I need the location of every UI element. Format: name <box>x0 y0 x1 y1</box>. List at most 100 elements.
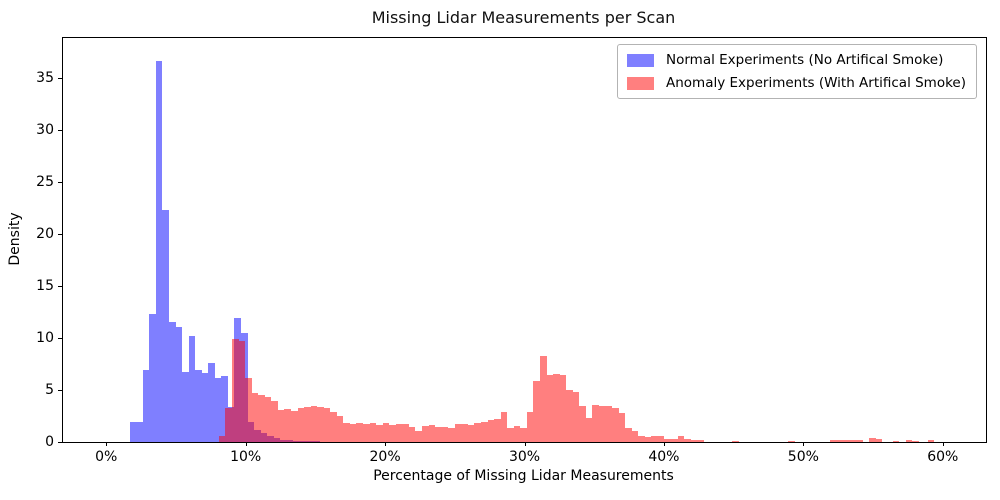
normal-histogram-bar <box>169 322 176 442</box>
anomaly-histogram-bar <box>245 378 252 442</box>
chart-title: Missing Lidar Measurements per Scan <box>371 8 676 27</box>
x-tick-mark <box>245 442 247 446</box>
x-tick-mark <box>942 442 944 446</box>
legend-swatch-anomaly <box>627 76 654 90</box>
normal-histogram-bar <box>195 370 202 442</box>
anomaly-histogram-bar <box>850 440 856 442</box>
anomaly-histogram-bar <box>664 439 671 442</box>
legend-label-normal: Normal Experiments (No Artifical Smoke) <box>666 52 944 68</box>
normal-histogram-bar <box>162 209 169 442</box>
anomaly-histogram-bar <box>284 408 291 442</box>
anomaly-histogram-bar <box>625 428 632 442</box>
anomaly-histogram-bar <box>697 440 704 442</box>
anomaly-histogram-bar <box>376 425 383 442</box>
anomaly-histogram-bar <box>553 374 560 442</box>
normal-histogram-bar <box>130 422 136 442</box>
bars-layer <box>63 38 986 442</box>
anomaly-histogram-bar <box>658 436 664 442</box>
normal-histogram-bar <box>176 327 182 442</box>
anomaly-histogram-bar <box>258 395 265 442</box>
anomaly-histogram-bar <box>370 423 376 442</box>
anomaly-histogram-bar <box>533 380 540 442</box>
anomaly-histogram-bar <box>869 438 876 442</box>
anomaly-histogram-bar <box>856 440 863 442</box>
x-tick-mark <box>106 442 108 446</box>
anomaly-histogram-bar <box>893 440 899 442</box>
anomaly-histogram-bar <box>645 436 651 442</box>
normal-histogram-bar <box>221 376 228 442</box>
y-tick-label: 35 <box>36 69 54 86</box>
anomaly-histogram-bar <box>788 440 795 442</box>
anomaly-histogram-bar <box>330 411 337 442</box>
x-tick-label: 10% <box>230 449 262 465</box>
anomaly-histogram-bar <box>468 425 474 442</box>
anomaly-histogram-bar <box>928 439 934 442</box>
anomaly-histogram-bar <box>651 436 658 442</box>
anomaly-histogram-bar <box>912 440 919 442</box>
x-tick-label: 0% <box>95 449 118 465</box>
anomaly-histogram-bar <box>383 422 389 442</box>
anomaly-histogram-bar <box>232 338 239 442</box>
anomaly-histogram-bar <box>732 440 739 442</box>
x-tick-mark <box>524 442 526 446</box>
anomaly-histogram-bar <box>429 425 435 442</box>
anomaly-histogram-bar <box>317 406 324 442</box>
x-tick-label: 40% <box>648 449 680 465</box>
x-tick-mark <box>385 442 387 446</box>
anomaly-histogram-bar <box>455 424 461 442</box>
normal-histogram-bar <box>202 373 208 442</box>
y-tick-mark <box>58 77 62 79</box>
anomaly-histogram-bar <box>409 426 415 442</box>
anomaly-histogram-bar <box>337 415 343 442</box>
legend-item-anomaly: Anomaly Experiments (With Artifical Smok… <box>627 75 966 91</box>
anomaly-histogram-bar <box>612 407 619 442</box>
anomaly-histogram-bar <box>356 423 363 442</box>
legend-item-normal: Normal Experiments (No Artifical Smoke) <box>627 52 966 68</box>
normal-histogram-bar <box>143 370 149 442</box>
anomaly-histogram-bar <box>239 341 245 442</box>
normal-histogram-bar <box>215 378 221 442</box>
y-tick-mark <box>58 389 62 391</box>
anomaly-histogram-bar <box>638 435 645 442</box>
anomaly-histogram-bar <box>311 405 317 442</box>
anomaly-histogram-bar <box>579 405 586 442</box>
plot-area: 0% 10% 20% 30% 40% 50% 60% 0 5 10 15 20 25 30 35 Norma… <box>36 37 987 465</box>
anomaly-histogram-bar <box>448 427 455 442</box>
x-tick-label: 60% <box>927 449 959 465</box>
anomaly-histogram-bar <box>219 435 225 442</box>
anomaly-histogram-bar <box>566 389 573 442</box>
y-tick-mark <box>58 442 62 443</box>
anomaly-histogram-bar <box>540 355 547 442</box>
x-tick-mark <box>803 442 805 446</box>
normal-histogram-bar <box>156 60 162 442</box>
anomaly-histogram-bar <box>671 438 678 442</box>
anomaly-histogram-bar <box>324 407 330 442</box>
anomaly-histogram-bar <box>304 406 311 442</box>
anomaly-histogram-bar <box>474 423 481 442</box>
anomaly-histogram-bar <box>435 426 442 442</box>
normal-histogram-bar <box>136 422 143 442</box>
y-tick-mark <box>58 129 62 131</box>
anomaly-histogram-bar <box>547 375 553 442</box>
y-tick-mark <box>58 337 62 339</box>
anomaly-histogram-bar <box>836 440 843 442</box>
anomaly-histogram-bar <box>520 428 527 442</box>
y-tick-mark <box>58 181 62 183</box>
anomaly-histogram-bar <box>363 423 370 442</box>
anomaly-histogram-bar <box>678 436 684 442</box>
anomaly-histogram-bar <box>298 407 304 442</box>
y-tick-label: 25 <box>36 173 54 190</box>
anomaly-histogram-bar <box>599 405 606 442</box>
y-axis-label: Density <box>7 212 23 266</box>
normal-histogram-bar <box>149 313 156 442</box>
normal-histogram-bar <box>208 362 215 442</box>
anomaly-histogram-bar <box>632 430 638 442</box>
anomaly-histogram-bar <box>514 426 520 442</box>
anomaly-histogram-bar <box>389 425 396 442</box>
anomaly-histogram-bar <box>876 438 882 442</box>
anomaly-histogram-bar <box>619 413 625 442</box>
x-tick-mark <box>663 442 665 446</box>
anomaly-histogram-bar <box>507 428 514 442</box>
legend-label-anomaly: Anomaly Experiments (With Artifical Smok… <box>666 75 966 91</box>
